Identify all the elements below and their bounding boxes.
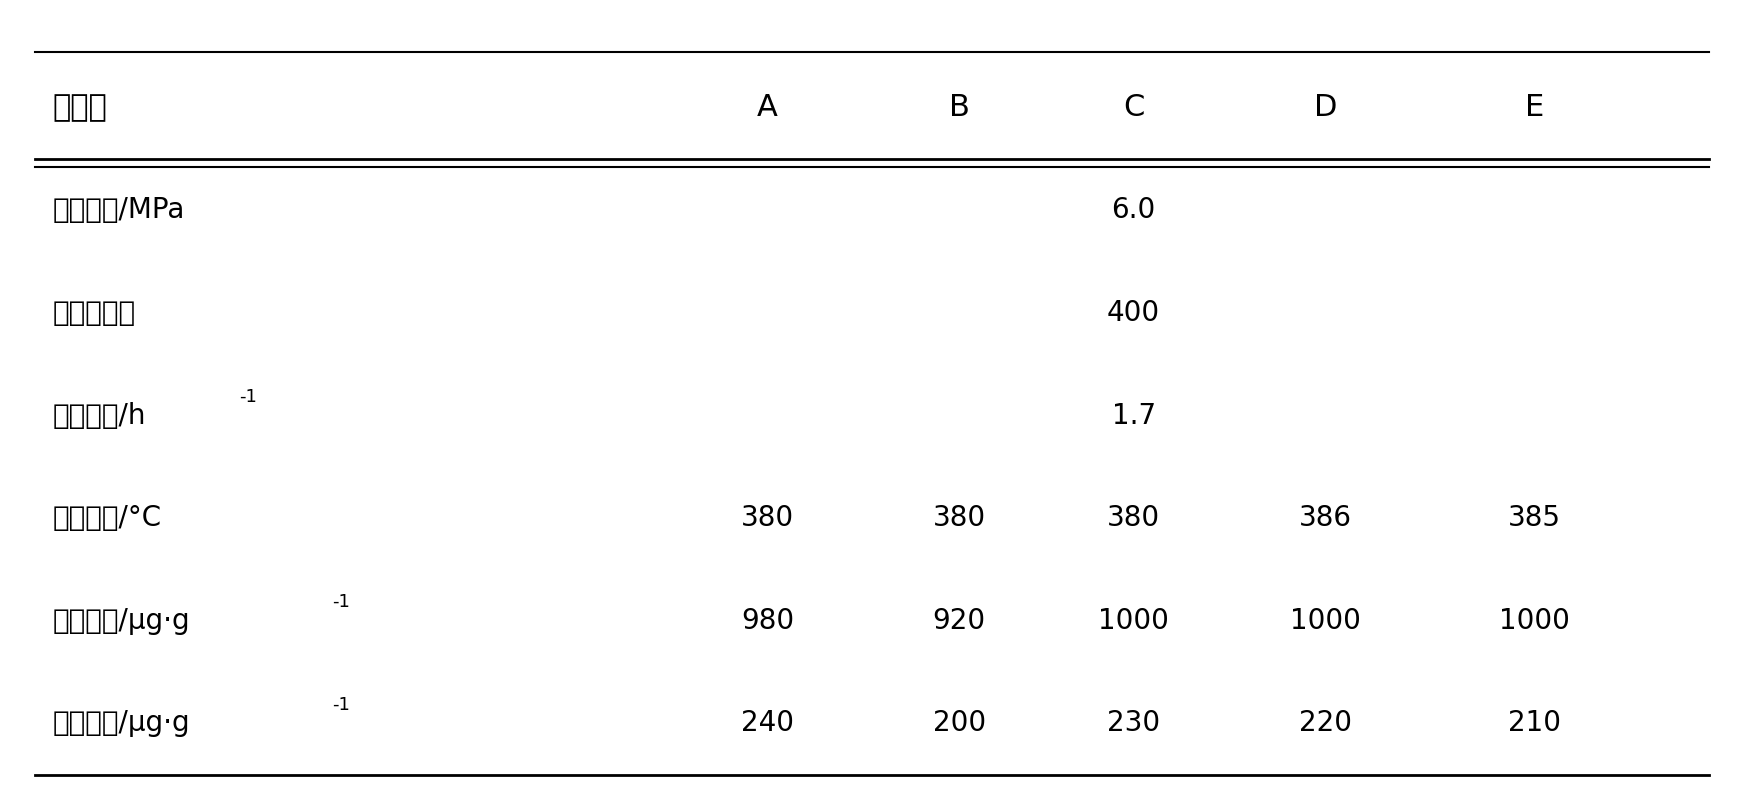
Text: 1000: 1000	[1099, 607, 1168, 635]
Text: 380: 380	[741, 504, 794, 532]
Text: 1000: 1000	[1500, 607, 1570, 635]
Text: D: D	[1313, 94, 1338, 123]
Text: E: E	[1524, 94, 1545, 123]
Text: -1: -1	[331, 696, 351, 714]
Text: 催化剂: 催化剂	[52, 94, 106, 123]
Text: C: C	[1123, 94, 1144, 123]
Text: 400: 400	[1107, 299, 1160, 327]
Text: 210: 210	[1509, 709, 1561, 738]
Text: 920: 920	[933, 607, 985, 635]
Text: 386: 386	[1299, 504, 1352, 532]
Text: B: B	[949, 94, 970, 123]
Text: 980: 980	[741, 607, 794, 635]
Text: 6.0: 6.0	[1111, 196, 1156, 224]
Text: 体积空速/h: 体积空速/h	[52, 402, 146, 429]
Text: 380: 380	[1107, 504, 1160, 532]
Text: 220: 220	[1299, 709, 1352, 738]
Text: 200: 200	[933, 709, 985, 738]
Text: 385: 385	[1509, 504, 1561, 532]
Text: 生成油氮/μg·g: 生成油氮/μg·g	[52, 709, 190, 738]
Text: A: A	[757, 94, 778, 123]
Text: 氢油体积比: 氢油体积比	[52, 299, 136, 327]
Text: 生成油硫/μg·g: 生成油硫/μg·g	[52, 607, 190, 635]
Text: 230: 230	[1107, 709, 1160, 738]
Text: -1: -1	[331, 593, 351, 612]
Text: 1000: 1000	[1291, 607, 1360, 635]
Text: -1: -1	[239, 388, 256, 406]
Text: 380: 380	[933, 504, 985, 532]
Text: 反应总压/MPa: 反应总压/MPa	[52, 196, 185, 224]
Text: 1.7: 1.7	[1111, 402, 1156, 429]
Text: 反应温度/°C: 反应温度/°C	[52, 504, 162, 532]
Text: 240: 240	[741, 709, 794, 738]
